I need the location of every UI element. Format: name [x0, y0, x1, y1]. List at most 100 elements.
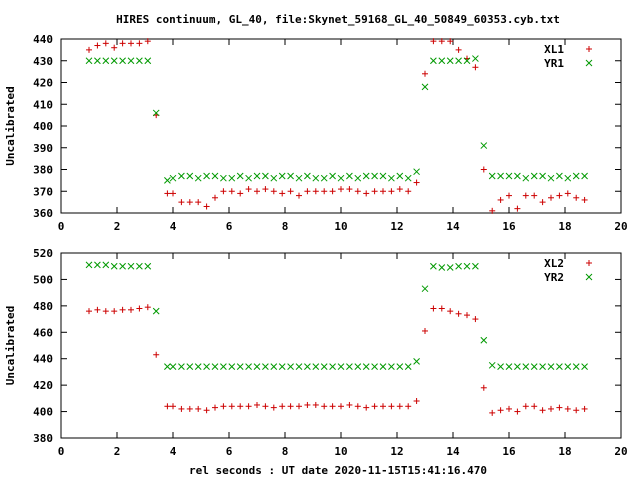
- data-point: [236, 172, 244, 180]
- data-point: [102, 308, 109, 315]
- data-point: [178, 363, 185, 370]
- data-point: [472, 64, 479, 71]
- data-point-d2: [497, 363, 504, 370]
- data-point: [119, 306, 126, 313]
- data-point-d2: [564, 363, 572, 370]
- y-tick-label: 380: [33, 164, 53, 177]
- y-tick-label: 440: [33, 33, 53, 46]
- data-point: [237, 403, 244, 410]
- legend-marker: [585, 273, 593, 281]
- data-point: [573, 407, 580, 414]
- data-point: [320, 174, 328, 182]
- data-point-d2: [236, 363, 244, 370]
- data-point-d2: [102, 57, 110, 65]
- data-point: [346, 401, 353, 408]
- data-point: [178, 199, 185, 206]
- data-point-d2: [337, 174, 345, 182]
- x-tick-label: 4: [170, 220, 177, 233]
- data-point: [212, 194, 218, 201]
- data-point: [329, 363, 336, 370]
- data-point: [497, 363, 504, 370]
- data-point-d2: [505, 363, 513, 370]
- data-point-d2: [278, 363, 286, 370]
- data-point-d2: [245, 363, 252, 370]
- data-point: [413, 179, 420, 186]
- data-point: [169, 363, 177, 370]
- y-tick-label: 420: [33, 77, 53, 90]
- data-point: [346, 172, 353, 180]
- data-point-d2: [144, 262, 152, 270]
- data-point-d2: [514, 172, 521, 180]
- data-point: [338, 186, 344, 193]
- data-point: [497, 196, 504, 203]
- data-point: [514, 363, 521, 370]
- data-point-d2: [186, 172, 194, 180]
- data-point: [304, 401, 311, 408]
- data-point-d2: [438, 264, 446, 271]
- data-point: [480, 142, 488, 149]
- data-point: [296, 403, 302, 410]
- data-point: [136, 262, 143, 270]
- data-point: [455, 310, 462, 317]
- data-point: [110, 57, 118, 65]
- y-tick-label: 460: [33, 326, 53, 339]
- data-point: [539, 363, 546, 370]
- data-point-d2: [270, 363, 278, 370]
- data-point: [472, 262, 479, 270]
- data-point-d2: [388, 363, 395, 370]
- data-point: [505, 363, 513, 370]
- data-point-d2: [329, 172, 336, 180]
- data-point: [186, 363, 194, 370]
- y-axis-label: Uncalibrated: [4, 86, 17, 165]
- data-point: [380, 403, 386, 410]
- data-point: [404, 174, 412, 182]
- y-tick-label: 370: [33, 185, 53, 198]
- data-point: [203, 407, 210, 414]
- y-tick-label: 390: [33, 142, 53, 155]
- data-point: [279, 403, 286, 410]
- data-point-d2: [413, 168, 420, 176]
- y-tick-label: 410: [33, 98, 53, 111]
- data-point: [581, 172, 588, 180]
- data-point: [396, 363, 404, 370]
- data-point: [186, 405, 193, 412]
- data-point: [480, 166, 487, 173]
- y-tick-label: 400: [33, 406, 53, 419]
- data-point: [164, 177, 171, 184]
- data-point-d2: [430, 262, 437, 270]
- data-point: [194, 174, 202, 182]
- data-point-d2: [253, 172, 261, 180]
- data-point-d2: [186, 363, 194, 370]
- data-point-d2: [556, 172, 563, 180]
- data-point-d2: [446, 57, 454, 65]
- data-point: [203, 363, 210, 370]
- y-tick-label: 400: [33, 120, 53, 133]
- data-point: [371, 172, 378, 180]
- data-point: [144, 38, 151, 45]
- data-point: [102, 261, 110, 269]
- data-point-d2: [94, 57, 101, 65]
- data-point: [329, 188, 336, 195]
- data-point-d2: [581, 172, 588, 180]
- data-point: [463, 262, 471, 270]
- data-point: [522, 403, 529, 410]
- data-point: [164, 363, 171, 370]
- x-tick-label: 6: [226, 445, 233, 458]
- data-point: [354, 188, 361, 195]
- data-point: [228, 188, 235, 195]
- data-point: [136, 305, 143, 312]
- data-point-d2: [564, 174, 572, 182]
- chart-title: HIRES continuum, GL_40, file:Skynet_5916…: [116, 13, 560, 26]
- x-tick-label: 8: [282, 220, 289, 233]
- data-point: [312, 363, 320, 370]
- x-tick-label: 18: [558, 445, 571, 458]
- data-point: [144, 57, 152, 65]
- data-point: [430, 38, 437, 45]
- data-point: [94, 261, 101, 269]
- data-point: [388, 403, 395, 410]
- data-point-d2: [354, 363, 362, 370]
- data-point: [472, 55, 479, 62]
- data-point: [472, 316, 479, 323]
- data-point-d2: [396, 172, 404, 180]
- data-point-d2: [514, 363, 521, 370]
